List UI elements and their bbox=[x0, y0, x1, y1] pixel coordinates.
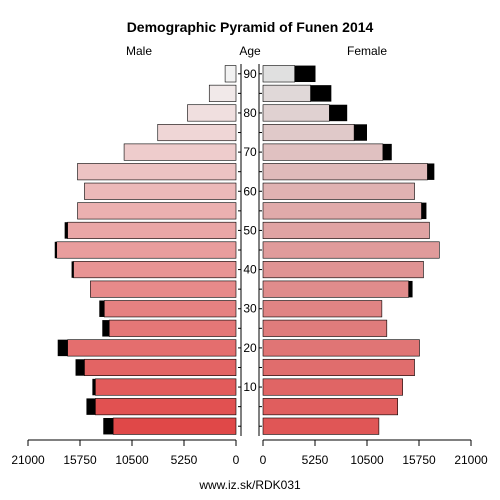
female-bar-5-9 bbox=[262, 398, 398, 416]
male-x-tick-label: 15750 bbox=[63, 453, 97, 467]
female-bar-40-44 bbox=[262, 261, 424, 279]
female-bar-85-89 bbox=[262, 84, 311, 102]
age-tick-label: 90 bbox=[243, 67, 257, 81]
female-bar-50-54 bbox=[262, 221, 430, 239]
age-tick-label: 20 bbox=[243, 341, 257, 355]
female-label: Female bbox=[347, 44, 387, 58]
age-tick-label: 80 bbox=[243, 106, 257, 120]
male-x-tick-label: 10500 bbox=[115, 453, 149, 467]
female-bar-75-79 bbox=[262, 124, 355, 142]
chart-title: Demographic Pyramid of Funen 2014 bbox=[127, 19, 374, 35]
axes-group: 21000 15750 10500 5250 0 0 5250 10500 15750 21000… bbox=[11, 64, 488, 467]
male-x-tick-label: 5250 bbox=[171, 453, 198, 467]
female-excess-35-39 bbox=[408, 280, 413, 298]
age-tick-label: 40 bbox=[243, 263, 257, 277]
male-bar-40-44 bbox=[73, 261, 237, 279]
male-bar-85-89 bbox=[208, 84, 237, 102]
male-bar-65-69 bbox=[77, 163, 237, 181]
male-bar-30-34 bbox=[103, 300, 237, 318]
male-bar-35-39 bbox=[90, 280, 237, 298]
female-bar-55-59 bbox=[262, 202, 422, 220]
male-excess-50-54 bbox=[64, 222, 68, 239]
female-bar-10-14 bbox=[262, 378, 403, 396]
male-excess-15-19 bbox=[75, 359, 85, 376]
male-excess-20-24 bbox=[57, 339, 68, 357]
age-label: Age bbox=[239, 44, 261, 58]
male-excess-45-49 bbox=[54, 241, 57, 259]
male-bar-75-79 bbox=[157, 124, 237, 142]
age-tick-label: 50 bbox=[243, 223, 257, 237]
female-excess-65-69 bbox=[427, 163, 435, 180]
female-x-tick-label: 0 bbox=[260, 453, 267, 467]
male-bar-25-29 bbox=[108, 319, 237, 337]
male-x-tick-label: 21000 bbox=[11, 453, 45, 467]
female-excess-55-59 bbox=[421, 202, 427, 220]
male-bar-15-19 bbox=[84, 358, 237, 377]
female-x-tick-label: 5250 bbox=[302, 453, 329, 467]
female-bar-0-4 bbox=[262, 417, 380, 435]
male-bar-55-59 bbox=[77, 202, 237, 220]
female-bar-80-84 bbox=[262, 104, 330, 122]
female-bar-30-34 bbox=[262, 300, 383, 318]
male-bar-60-64 bbox=[84, 182, 237, 200]
male-excess-30-34 bbox=[99, 300, 105, 317]
female-x-tick-label: 10500 bbox=[350, 453, 384, 467]
female-excess-90+ bbox=[294, 65, 316, 83]
age-tick-label: 10 bbox=[243, 380, 257, 394]
male-bar-90+ bbox=[224, 65, 237, 83]
female-x-tick-label: 21000 bbox=[454, 453, 488, 467]
female-x-tick-label: 15750 bbox=[402, 453, 436, 467]
male-label: Male bbox=[126, 44, 152, 58]
female-bar-70-74 bbox=[262, 143, 384, 161]
male-bar-5-9 bbox=[95, 398, 237, 416]
female-excess-75-79 bbox=[354, 124, 367, 141]
female-bar-90+ bbox=[262, 65, 296, 83]
footer-source: www.iz.sk/RDK031 bbox=[198, 478, 301, 492]
age-tick-label: 70 bbox=[243, 145, 257, 159]
male-excess-25-29 bbox=[102, 320, 110, 337]
male-bar-10-14 bbox=[95, 378, 237, 396]
female-bar-60-64 bbox=[262, 182, 415, 200]
male-bar-20-24 bbox=[67, 339, 237, 357]
male-excess-5-9 bbox=[86, 398, 96, 415]
male-bar-80-84 bbox=[187, 104, 237, 122]
female-bar-20-24 bbox=[262, 339, 420, 357]
female-bar-45-49 bbox=[262, 241, 440, 259]
male-excess-10-14 bbox=[92, 378, 96, 396]
male-bar-45-49 bbox=[56, 241, 237, 259]
age-tick-label: 60 bbox=[243, 184, 257, 198]
female-excess-80-84 bbox=[329, 104, 348, 122]
male-bar-50-54 bbox=[67, 221, 237, 239]
male-x-tick-label: 0 bbox=[233, 453, 240, 467]
male-excess-40-44 bbox=[71, 261, 74, 278]
female-bar-15-19 bbox=[262, 358, 415, 377]
female-bar-65-69 bbox=[262, 163, 428, 181]
female-excess-70-74 bbox=[382, 143, 392, 161]
age-tick-label: 30 bbox=[243, 302, 257, 316]
male-bar-70-74 bbox=[123, 143, 237, 161]
bars-group bbox=[54, 65, 440, 435]
female-bar-25-29 bbox=[262, 319, 388, 337]
male-excess-0-4 bbox=[103, 417, 114, 435]
female-excess-85-89 bbox=[310, 85, 332, 102]
female-bar-35-39 bbox=[262, 280, 409, 298]
male-bar-0-4 bbox=[112, 417, 237, 435]
